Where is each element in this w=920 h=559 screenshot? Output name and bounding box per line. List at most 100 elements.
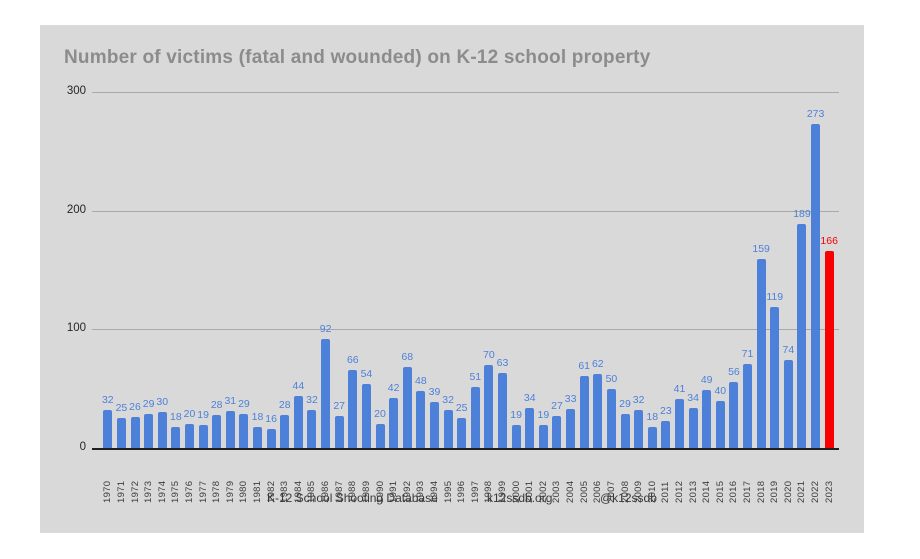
bar-2000 — [511, 425, 521, 448]
bar-value-label-2010: 18 — [646, 411, 659, 423]
bar-value-label-1985: 32 — [306, 394, 318, 406]
bar-value-label-2017: 71 — [741, 348, 754, 360]
bar-2018 — [756, 259, 766, 448]
bar-value-label-1976: 20 — [183, 408, 196, 420]
bar-2021 — [797, 224, 807, 448]
bar-value-label-1981: 18 — [251, 411, 264, 423]
bar-2011 — [661, 421, 671, 448]
x-axis-tick-2015: 2015 — [714, 480, 726, 503]
bar-value-label-1992: 68 — [401, 351, 414, 363]
bar-value-label-1998: 70 — [483, 349, 495, 361]
x-axis-tick-2018: 2018 — [755, 480, 767, 503]
bar-1992 — [402, 367, 412, 448]
bar-1978 — [212, 415, 222, 448]
gridline-100 — [92, 329, 839, 331]
bar-1973 — [144, 414, 154, 448]
bar-1994 — [429, 402, 439, 448]
bar-value-label-1996: 25 — [455, 402, 468, 414]
bar-2013 — [688, 408, 698, 448]
bar-1972 — [130, 417, 140, 448]
gridline-200 — [92, 210, 839, 212]
x-axis-tick-1977: 1977 — [197, 480, 209, 503]
bar-2004 — [566, 409, 576, 448]
bar-value-label-1982: 16 — [265, 413, 277, 425]
x-axis-tick-2017: 2017 — [742, 480, 754, 503]
bar-value-label-2000: 19 — [510, 409, 522, 421]
bar-1997 — [470, 387, 480, 448]
bar-1980 — [239, 414, 249, 448]
x-axis-tick-1997: 1997 — [469, 480, 481, 503]
bar-2010 — [647, 427, 657, 448]
x-axis-tick-1981: 1981 — [252, 480, 264, 503]
bar-value-label-1994: 39 — [428, 386, 441, 398]
bar-value-label-1987: 27 — [333, 400, 346, 412]
chart-card: Number of victims (fatal and wounded) on… — [40, 25, 864, 533]
bar-value-label-1993: 48 — [415, 375, 427, 387]
footer-source-label: K-12 School Shooting Database — [267, 491, 438, 505]
bar-value-label-2012: 41 — [673, 383, 686, 395]
bar-value-label-2023: 166 — [820, 235, 838, 247]
bar-value-label-1971: 25 — [115, 402, 128, 414]
bar-2006 — [593, 374, 603, 448]
bar-2014 — [702, 390, 712, 448]
bar-2009 — [634, 410, 644, 448]
bar-2023 — [824, 251, 834, 448]
bar-value-label-2004: 33 — [564, 393, 577, 405]
bar-1999 — [498, 373, 508, 448]
bar-2003 — [552, 416, 562, 448]
x-axis-tick-1996: 1996 — [456, 480, 468, 503]
x-axis-tick-1970: 1970 — [102, 480, 114, 503]
bar-value-label-1983: 28 — [278, 399, 291, 411]
bar-1976 — [184, 424, 194, 448]
x-axis-tick-2019: 2019 — [769, 480, 781, 503]
bar-2001 — [525, 408, 535, 448]
bar-1991 — [389, 398, 399, 448]
bar-1974 — [157, 412, 167, 448]
bar-value-label-1970: 32 — [101, 394, 114, 406]
bar-2008 — [620, 414, 630, 448]
bar-1986 — [321, 339, 331, 448]
x-axis-tick-2023: 2023 — [823, 480, 835, 503]
bar-value-label-1980: 29 — [238, 398, 250, 410]
bar-value-label-2003: 27 — [551, 400, 563, 412]
y-axis-tick-0: 0 — [79, 441, 86, 453]
y-axis-tick-200: 200 — [66, 203, 86, 216]
bar-1995 — [443, 410, 453, 448]
bar-2017 — [743, 364, 753, 448]
x-axis-tick-1979: 1979 — [224, 480, 236, 503]
bar-value-label-2022: 273 — [806, 108, 825, 120]
bar-value-label-2014: 49 — [700, 374, 713, 386]
x-axis-tick-1975: 1975 — [170, 480, 182, 503]
bar-value-label-2015: 40 — [714, 385, 727, 397]
bar-2012 — [674, 399, 684, 448]
bar-1996 — [457, 418, 467, 448]
bar-value-label-2009: 32 — [632, 394, 645, 406]
bar-value-label-2006: 62 — [591, 358, 604, 370]
bar-value-label-1997: 51 — [469, 371, 482, 383]
bar-2020 — [783, 360, 793, 448]
bar-1975 — [171, 427, 181, 448]
bar-value-label-2008: 29 — [619, 398, 631, 410]
x-axis-tick-1995: 1995 — [442, 480, 454, 503]
bar-1990 — [375, 424, 385, 448]
bar-value-label-2013: 34 — [687, 392, 699, 404]
x-axis-tick-2022: 2022 — [810, 480, 822, 503]
bar-2022 — [811, 124, 821, 448]
x-axis-tick-1973: 1973 — [143, 480, 155, 503]
footer-website-label: k12ssdb.org — [487, 491, 553, 505]
bar-1985 — [307, 410, 317, 448]
bar-2019 — [770, 307, 780, 448]
bar-value-label-1975: 18 — [170, 411, 182, 423]
bar-value-label-1973: 29 — [142, 398, 155, 410]
bar-1993 — [416, 391, 426, 448]
x-axis-tick-2021: 2021 — [796, 480, 808, 503]
x-axis-tick-2014: 2014 — [701, 480, 713, 503]
bar-value-label-1977: 19 — [197, 409, 209, 421]
bar-value-label-1988: 66 — [346, 354, 359, 366]
bar-value-label-2002: 19 — [537, 409, 550, 421]
bar-value-label-1990: 20 — [374, 408, 386, 420]
bar-value-label-1999: 63 — [496, 357, 509, 369]
x-axis-tick-1971: 1971 — [115, 480, 127, 503]
x-axis-tick-2020: 2020 — [782, 480, 794, 503]
bar-2002 — [538, 425, 548, 448]
